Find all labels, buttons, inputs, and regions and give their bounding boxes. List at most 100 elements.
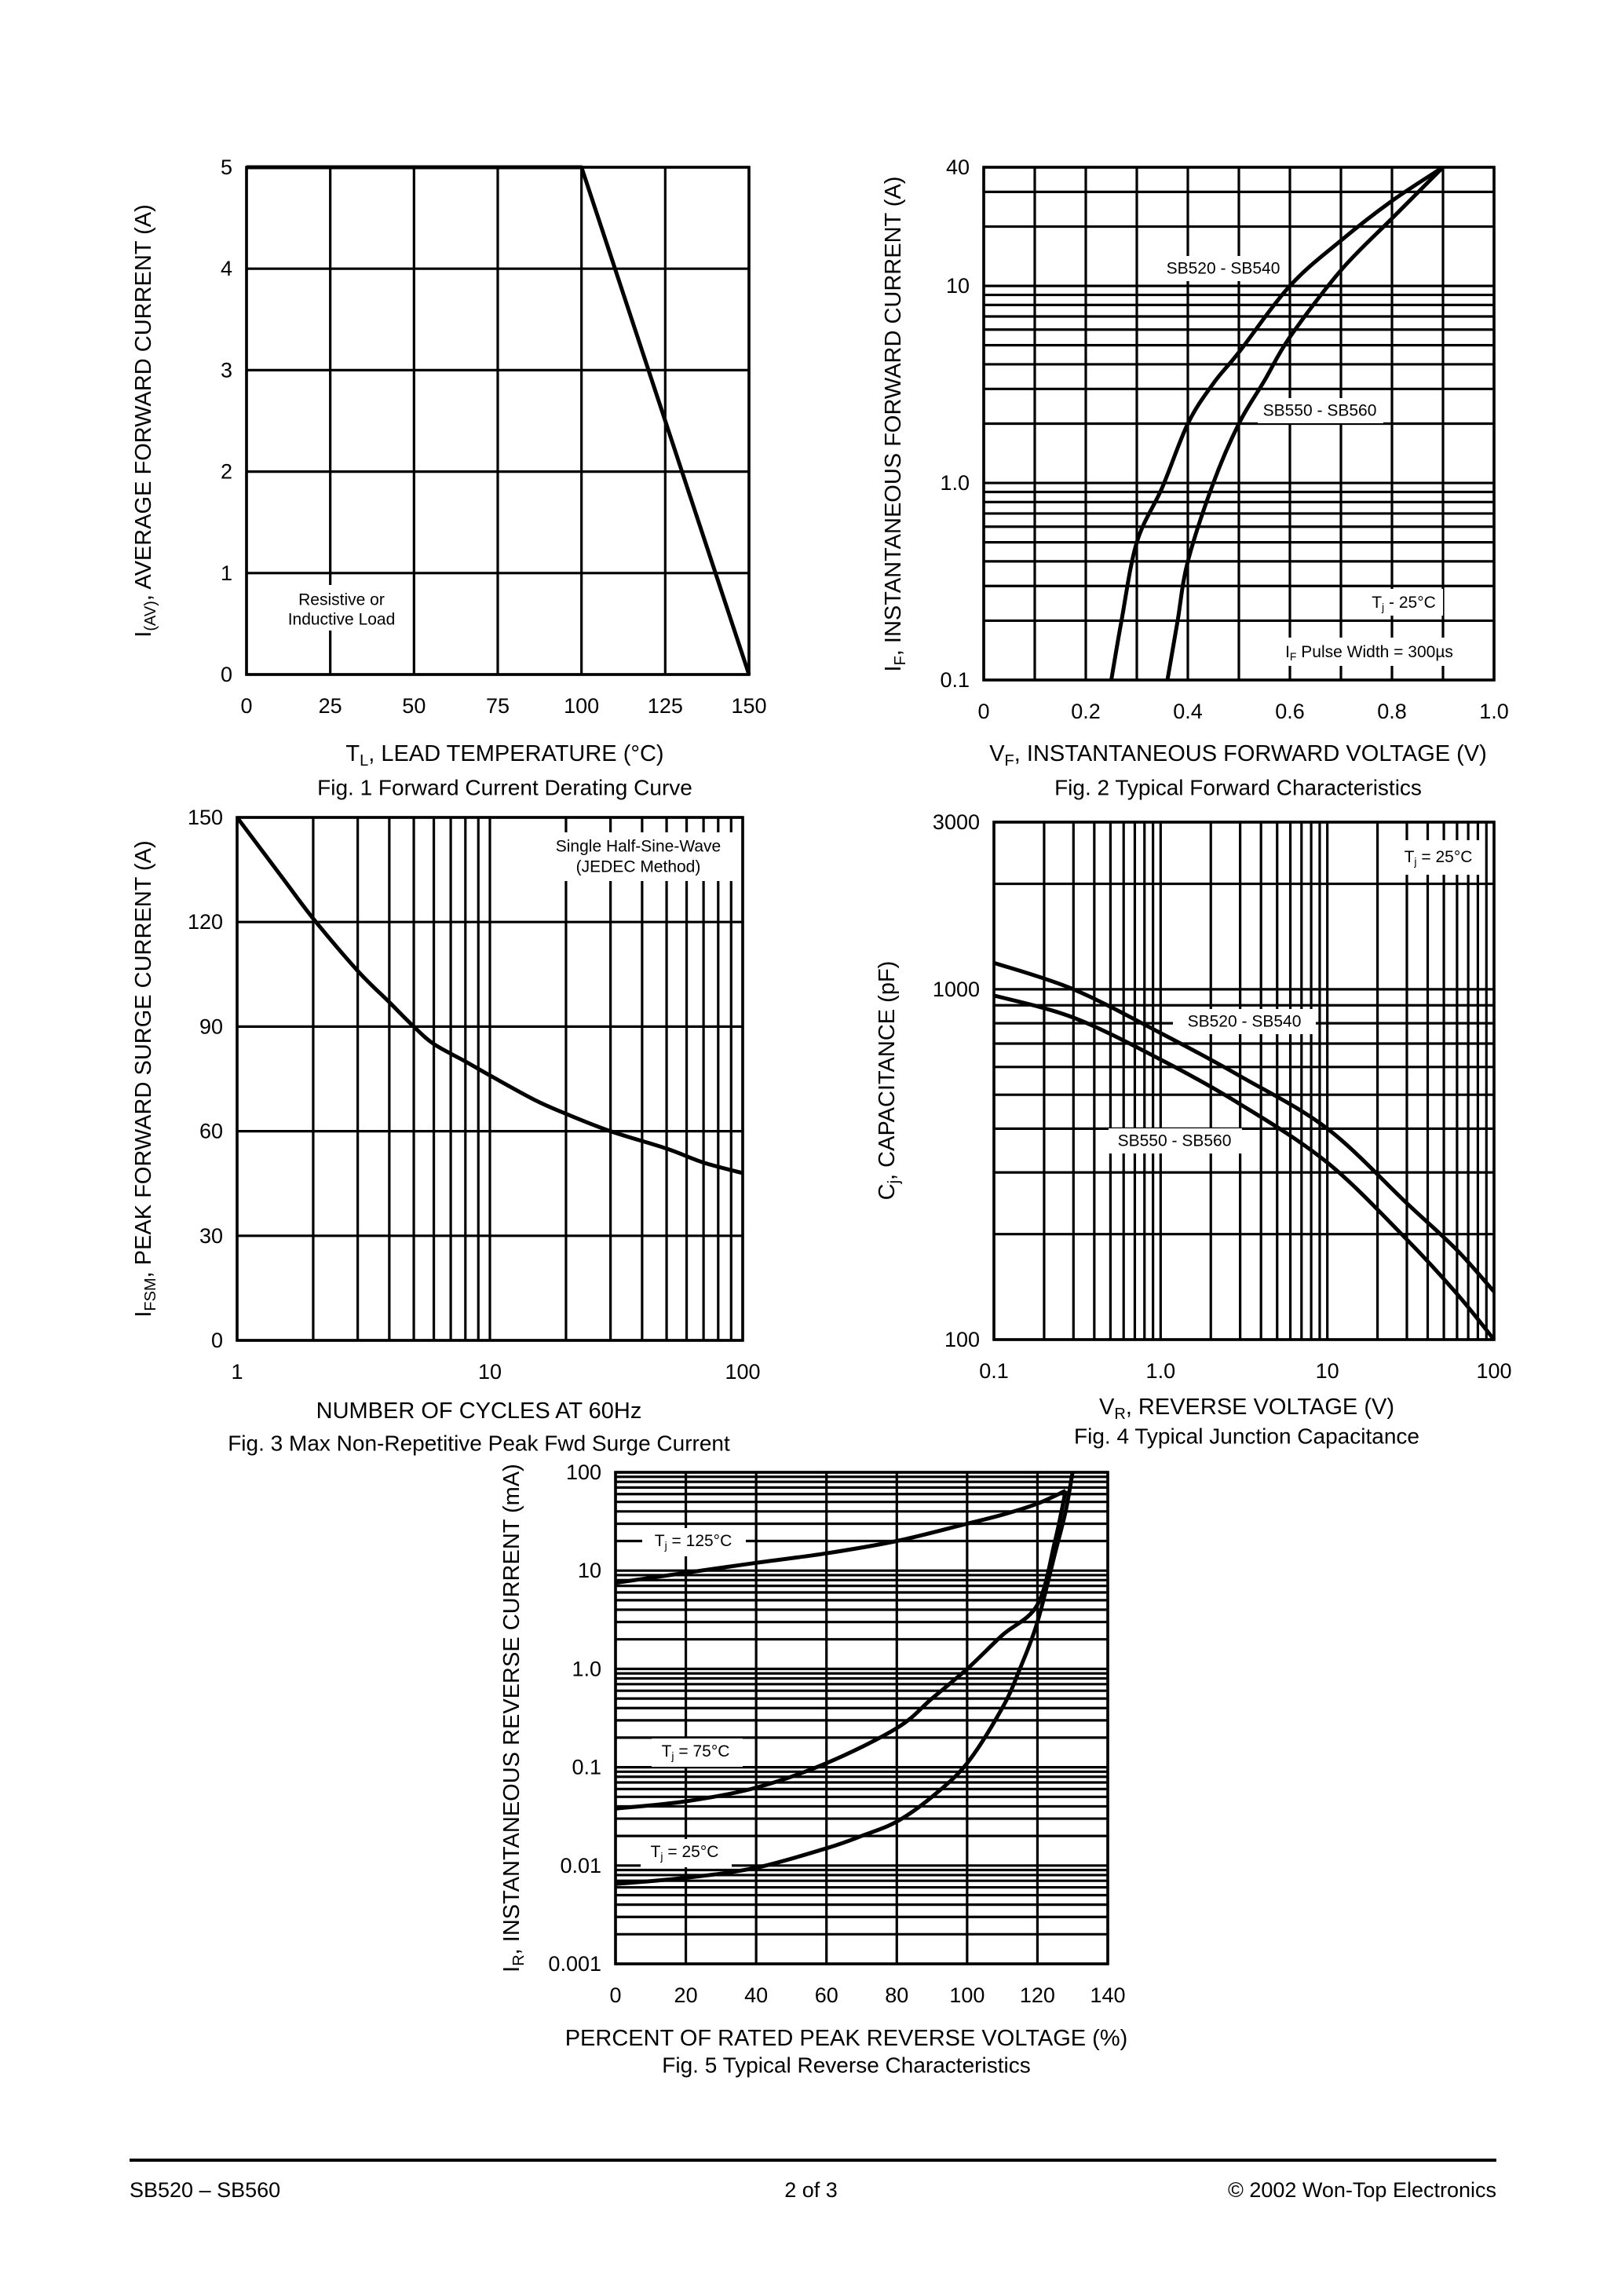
- x-tick-label: 1.0: [1146, 1359, 1176, 1383]
- x-axis-label-segment: NUMBER OF CYCLES AT 60Hz: [316, 1398, 642, 1424]
- x-tick-label: 0.6: [1275, 700, 1305, 723]
- annotation: SB550 - SB560: [1118, 1132, 1232, 1150]
- x-tick-label: 150: [731, 694, 766, 718]
- annotation: Inductive Load: [288, 611, 396, 629]
- annotation-background: [1396, 840, 1484, 875]
- y-axis-label-segment: , CAPACITANCE (pF): [875, 961, 900, 1180]
- y-axis-label-segment: F: [892, 656, 909, 665]
- y-tick-label: 30: [199, 1224, 223, 1248]
- x-axis-label-segment: F: [1005, 752, 1014, 770]
- x-tick-label: 0.2: [1071, 700, 1101, 723]
- annotation-background: [1364, 589, 1443, 616]
- x-axis-label-segment: , INSTANTANEOUS FORWARD VOLTAGE (V): [1014, 741, 1487, 766]
- annotation: Tj = 25°C: [651, 1843, 719, 1863]
- x-tick-label: 0: [977, 700, 989, 723]
- y-tick-label: 4: [221, 257, 232, 280]
- y-tick-label: 1000: [933, 978, 980, 1001]
- x-axis-label-segment: L: [360, 752, 368, 770]
- footer-divider: [130, 2159, 1496, 2162]
- annotation-segment: T: [651, 1843, 661, 1861]
- y-tick-label: 3000: [933, 810, 980, 834]
- x-axis-label: VR, REVERSE VOLTAGE (V): [1099, 1395, 1394, 1423]
- x-tick-label: 100: [564, 694, 599, 718]
- annotation: Tj = 125°C: [655, 1532, 732, 1552]
- annotation-segment: = 75°C: [674, 1742, 730, 1760]
- x-tick-label: 0.8: [1377, 700, 1407, 723]
- x-tick-label: 75: [486, 694, 510, 718]
- series-line-2: [1165, 166, 1445, 681]
- annotation: Tj = 75°C: [662, 1742, 730, 1763]
- y-tick-label: 40: [946, 155, 970, 179]
- annotation: Resistive or: [298, 591, 385, 609]
- annotation: Single Half-Sine-Wave: [556, 838, 721, 856]
- plot-frame: [236, 816, 744, 1342]
- figure-caption: Fig. 2 Typical Forward Characteristics: [1054, 776, 1422, 800]
- figure-5: 0 20 40 60 80 100 120 140 0.001 0.01 0.1 1.0 10 100 Tj…: [499, 1461, 1127, 2078]
- figure-caption: Fig. 1 Forward Current Derating Curve: [317, 776, 692, 800]
- annotation-background: [641, 1839, 732, 1867]
- x-tick-label: 10: [1316, 1359, 1339, 1383]
- figure-caption: Fig. 3 Max Non-Repetitive Peak Fwd Surge…: [228, 1431, 730, 1456]
- x-axis-label: PERCENT OF RATED PEAK REVERSE VOLTAGE (%…: [565, 2026, 1128, 2051]
- y-axis-label-segment: R: [510, 1954, 528, 1965]
- annotation: Tj - 25°C: [1372, 594, 1436, 614]
- y-tick-label: 10: [578, 1559, 601, 1582]
- y-axis-label-segment: I: [499, 1966, 524, 1972]
- y-axis-label: IF, INSTANTANEOUS FORWARD CURRENT (A): [881, 177, 909, 672]
- annotation: SB520 - SB540: [1188, 1013, 1302, 1031]
- series-line-2: [615, 1490, 1068, 1811]
- annotation-background: [652, 1738, 743, 1767]
- figure-caption: Fig. 4 Typical Junction Capacitance: [1074, 1424, 1419, 1449]
- x-tick-label: 60: [815, 1983, 838, 2007]
- annotation-segment: T: [655, 1532, 665, 1550]
- y-tick-label: 60: [199, 1120, 223, 1143]
- footer-part-number: SB520 – SB560: [130, 2178, 281, 2202]
- x-axis-label: VF, INSTANTANEOUS FORWARD VOLTAGE (V): [989, 741, 1487, 770]
- x-axis-label-segment: , REVERSE VOLTAGE (V): [1126, 1395, 1394, 1420]
- y-tick-label: 150: [188, 806, 223, 829]
- figure-4: 0.1 1.0 10 100 100 1000 3000 Tj = 25°C SB520 - S…: [875, 810, 1512, 1449]
- series-line-1: [247, 165, 751, 675]
- y-tick-label: 1: [221, 561, 232, 585]
- y-tick-label: 10: [946, 274, 970, 298]
- annotation-segment: Pulse Width = 300µs: [1296, 643, 1452, 661]
- y-axis-label-segment: , INSTANTANEOUS REVERSE CURRENT (mA): [499, 1464, 524, 1954]
- x-tick-label: 25: [319, 694, 342, 718]
- y-axis-label-segment: I: [131, 1311, 156, 1318]
- annotation-segment: = 25°C: [663, 1843, 719, 1861]
- annotation-segment: T: [1372, 594, 1382, 612]
- x-tick-label: 50: [402, 694, 426, 718]
- x-tick-label: 1: [231, 1360, 243, 1384]
- annotation-segment: = 25°C: [1417, 848, 1473, 866]
- annotation-segment: j: [670, 1749, 674, 1762]
- x-axis-label-segment: R: [1114, 1406, 1125, 1423]
- plot-frame: [982, 166, 1496, 682]
- annotation-background: [1278, 638, 1460, 666]
- annotation-segment: T: [662, 1742, 672, 1760]
- x-tick-label: 10: [478, 1360, 502, 1384]
- y-axis-label-segment: , PEAK FORWARD SURGE CURRENT (A): [131, 840, 156, 1278]
- annotation-background: [1258, 398, 1383, 423]
- series-line-1: [615, 1489, 1067, 1585]
- x-tick-label: 0.4: [1173, 700, 1203, 723]
- y-axis-label-segment: , AVERAGE FORWARD CURRENT (A): [131, 204, 156, 601]
- y-tick-label: 0.001: [548, 1952, 601, 1976]
- annotation-segment: = 125°C: [667, 1532, 732, 1550]
- annotation-background: [283, 585, 400, 631]
- x-tick-label: 1.0: [1479, 700, 1509, 723]
- y-tick-label: 5: [221, 155, 232, 179]
- y-axis-label-segment: C: [875, 1183, 900, 1200]
- series-line-3: [615, 1472, 1075, 1886]
- y-axis-label: IR, INSTANTANEOUS REVERSE CURRENT (mA): [499, 1464, 528, 1972]
- x-axis-label-segment: PERCENT OF RATED PEAK REVERSE VOLTAGE (%…: [565, 2026, 1128, 2051]
- x-tick-label: 0: [609, 1983, 621, 2007]
- x-axis-label-segment: , LEAD TEMPERATURE (°C): [368, 741, 663, 766]
- x-tick-label: 0: [240, 694, 252, 718]
- y-tick-label: 1.0: [940, 471, 970, 495]
- annotation-background: [642, 1528, 746, 1556]
- series-line-1: [1109, 165, 1445, 681]
- x-axis-label: NUMBER OF CYCLES AT 60Hz: [316, 1398, 642, 1424]
- y-axis-label: IFSM, PEAK FORWARD SURGE CURRENT (A): [131, 840, 159, 1317]
- x-tick-label: 0.1: [979, 1359, 1009, 1383]
